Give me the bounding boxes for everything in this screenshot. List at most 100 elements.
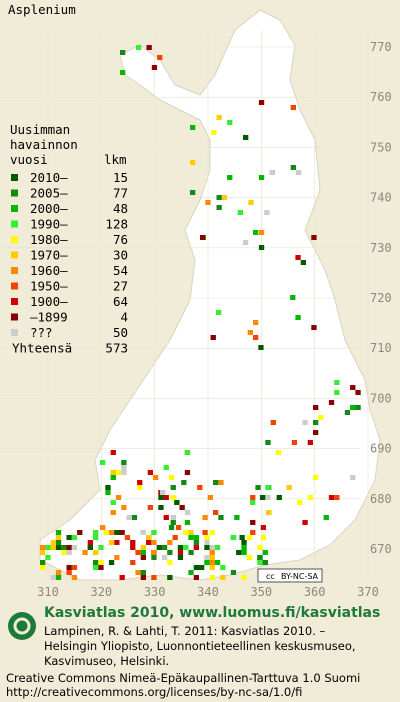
- observation-square: [188, 550, 194, 555]
- observation-square: [98, 560, 104, 565]
- observation-square: [71, 545, 78, 550]
- observation-square: [137, 480, 143, 485]
- observation-square: [87, 540, 93, 545]
- easting-label: 350: [250, 585, 272, 599]
- observation-square: [184, 510, 191, 515]
- observation-square: [124, 535, 131, 540]
- observation-square: [300, 260, 306, 265]
- observation-square: [184, 470, 191, 475]
- observation-square: [66, 550, 72, 555]
- badge-text: BY-NC-SA: [281, 572, 319, 581]
- observation-square: [151, 550, 157, 555]
- observation-square: [55, 545, 62, 550]
- observation-square: [241, 575, 247, 580]
- observation-square: [98, 545, 104, 550]
- observation-square: [276, 495, 282, 500]
- northing-label: 710: [370, 341, 392, 355]
- observation-square: [197, 485, 203, 490]
- legend-count: 30: [113, 248, 128, 263]
- observation-square: [209, 575, 215, 580]
- observation-square: [119, 530, 125, 535]
- observation-square: [258, 230, 265, 235]
- observation-square: [66, 535, 72, 540]
- legend-total: 573: [105, 341, 128, 356]
- observation-square: [110, 510, 116, 515]
- observation-square: [241, 540, 247, 545]
- observation-square: [170, 495, 176, 500]
- observation-square: [250, 530, 256, 535]
- observation-square: [183, 530, 189, 535]
- observation-square: [167, 550, 173, 555]
- observation-square: [170, 485, 176, 490]
- observation-square: [220, 565, 226, 570]
- legend-count: 27: [113, 279, 128, 294]
- northing-label: 750: [370, 140, 392, 154]
- legend-heading: Uusimman: [10, 122, 70, 137]
- observation-square: [266, 510, 272, 515]
- observation-square: [264, 210, 270, 215]
- observation-square: [167, 540, 173, 545]
- observation-square: [227, 120, 233, 125]
- observation-square: [140, 570, 146, 575]
- license-badge: cc BY-NC-SA: [257, 568, 323, 583]
- observation-square: [110, 470, 116, 475]
- observation-square: [262, 560, 268, 565]
- observation-square: [66, 565, 72, 570]
- legend-swatch: [11, 205, 18, 212]
- observation-square: [55, 575, 62, 580]
- observation-square: [204, 540, 210, 545]
- observation-square: [151, 575, 157, 580]
- observation-square: [188, 530, 194, 535]
- observation-square: [296, 170, 302, 175]
- observation-square: [168, 475, 175, 480]
- map-title: Asplenium: [8, 2, 76, 17]
- observation-square: [250, 520, 256, 525]
- observation-square: [334, 495, 340, 500]
- legend-count: 50: [113, 325, 128, 340]
- observation-square: [220, 575, 226, 580]
- observation-square: [55, 570, 62, 575]
- finland-outline: [39, 9, 381, 581]
- legend-swatch: [11, 220, 18, 228]
- observation-square: [61, 550, 67, 555]
- observation-square: [248, 200, 254, 205]
- observation-square: [215, 310, 222, 315]
- observation-square: [323, 515, 329, 520]
- observation-square: [140, 575, 146, 580]
- observation-square: [177, 550, 184, 555]
- legend-swatch: [11, 236, 18, 243]
- observation-square: [234, 515, 240, 520]
- observation-square: [140, 530, 146, 535]
- observation-square: [258, 175, 265, 180]
- footer-brand: Kasviatlas 2010, www.luomus.fi/kasviatla…: [44, 605, 380, 621]
- observation-square: [108, 560, 115, 565]
- easting-label: 360: [304, 585, 326, 599]
- observation-square: [130, 560, 136, 565]
- observation-square: [334, 380, 340, 385]
- observation-square: [110, 500, 116, 505]
- observation-square: [207, 495, 213, 500]
- badge-cc: cc: [266, 572, 275, 581]
- observation-square: [253, 230, 259, 235]
- observation-square: [153, 475, 159, 480]
- observation-square: [174, 500, 180, 505]
- observation-square: [193, 575, 199, 580]
- observation-square: [188, 535, 194, 540]
- observation-square: [120, 50, 126, 55]
- observation-square: [105, 485, 111, 490]
- observation-square: [110, 450, 116, 455]
- legend-count: 48: [113, 201, 128, 216]
- observation-square: [130, 545, 136, 550]
- legend-label: 1980–: [30, 232, 68, 247]
- observation-square: [100, 460, 106, 465]
- observation-square: [119, 575, 125, 580]
- logo-spiral: [13, 617, 31, 635]
- observation-square: [61, 545, 67, 550]
- observation-square: [161, 555, 168, 560]
- legend-label: 1990–: [30, 217, 68, 232]
- legend-swatch: [11, 329, 18, 336]
- observation-square: [204, 555, 210, 560]
- observation-square: [209, 550, 215, 555]
- observation-square: [205, 200, 211, 205]
